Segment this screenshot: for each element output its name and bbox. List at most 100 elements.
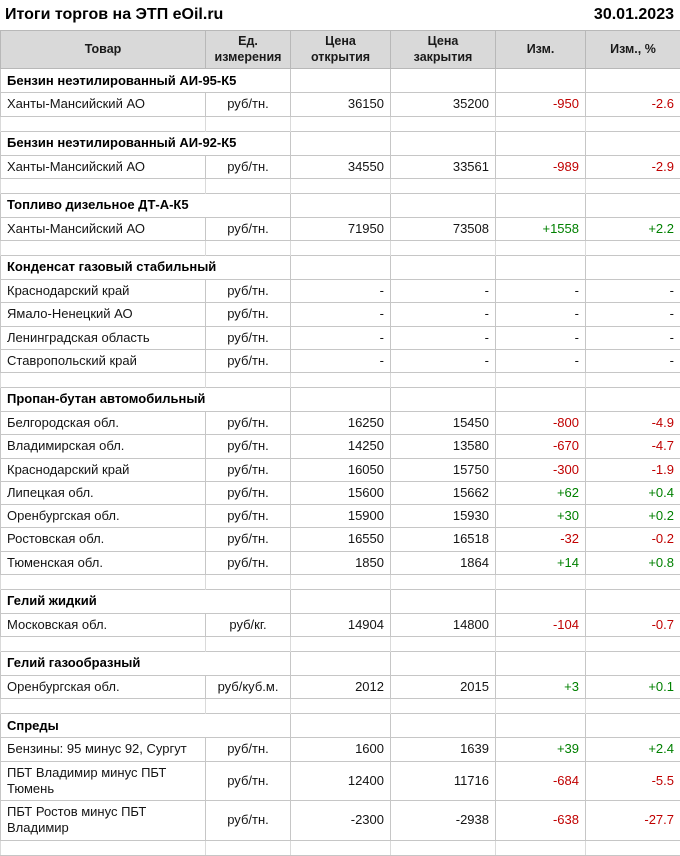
section-spacer-row: [1, 840, 680, 855]
spacer-cell: [391, 373, 496, 388]
cell-unit: руб/тн.: [206, 349, 291, 372]
cell-close: 1639: [391, 738, 496, 761]
spacer-cell: [496, 637, 586, 652]
cell-change: -684: [496, 761, 586, 801]
cell-product: Бензины: 95 минус 92, Сургут: [1, 738, 206, 761]
spacer-cell: [206, 178, 291, 193]
empty-cell: [391, 193, 496, 217]
col-header-change-pct: Изм., %: [586, 31, 680, 69]
empty-cell: [496, 652, 586, 676]
cell-unit: руб/тн.: [206, 412, 291, 435]
spacer-cell: [206, 241, 291, 256]
empty-cell: [291, 131, 391, 155]
spacer-cell: [496, 574, 586, 589]
spacer-cell: [496, 116, 586, 131]
empty-cell: [496, 69, 586, 93]
empty-cell: [496, 256, 586, 280]
cell-open: 2012: [291, 676, 391, 699]
cell-change: -989: [496, 155, 586, 178]
spacer-cell: [1, 241, 206, 256]
cell-change: -: [496, 280, 586, 303]
cell-close: 11716: [391, 761, 496, 801]
cell-change: -670: [496, 435, 586, 458]
section-spacer-row: [1, 574, 680, 589]
spacer-cell: [291, 574, 391, 589]
cell-close: 16518: [391, 528, 496, 551]
cell-product: Ленинградская область: [1, 326, 206, 349]
report-date: 30.01.2023: [594, 6, 674, 24]
empty-cell: [496, 193, 586, 217]
empty-cell: [391, 69, 496, 93]
section-spacer-row: [1, 373, 680, 388]
empty-cell: [586, 589, 680, 613]
cell-pct: -5.5: [586, 761, 680, 801]
col-header-open-price: Цена открытия: [291, 31, 391, 69]
cell-open: 16050: [291, 458, 391, 481]
empty-cell: [391, 714, 496, 738]
cell-change: -: [496, 326, 586, 349]
cell-product: Краснодарский край: [1, 458, 206, 481]
cell-open: 14904: [291, 613, 391, 636]
cell-product: Ханты-Мансийский АО: [1, 155, 206, 178]
cell-pct: -: [586, 349, 680, 372]
cell-product: Тюменская обл.: [1, 551, 206, 574]
spacer-cell: [391, 699, 496, 714]
cell-close: 15662: [391, 481, 496, 504]
cell-pct: +2.2: [586, 217, 680, 240]
cell-unit: руб/тн.: [206, 801, 291, 841]
column-header-row: Товар Ед. измерения Цена открытия Цена з…: [1, 31, 680, 69]
empty-cell: [291, 388, 391, 412]
cell-change: +1558: [496, 217, 586, 240]
empty-cell: [586, 714, 680, 738]
report-page: Итоги торгов на ЭТП eOil.ru 30.01.2023 Т…: [0, 0, 680, 828]
cell-close: 13580: [391, 435, 496, 458]
cell-unit: руб/кг.: [206, 613, 291, 636]
cell-unit: руб/тн.: [206, 528, 291, 551]
spacer-cell: [206, 637, 291, 652]
cell-open: -2300: [291, 801, 391, 841]
cell-product: Московская обл.: [1, 613, 206, 636]
spacer-cell: [291, 116, 391, 131]
spacer-cell: [291, 373, 391, 388]
cell-pct: +0.4: [586, 481, 680, 504]
spacer-cell: [291, 178, 391, 193]
cell-pct: -2.6: [586, 93, 680, 116]
cell-change: -300: [496, 458, 586, 481]
cell-unit: руб/тн.: [206, 761, 291, 801]
spacer-cell: [1, 116, 206, 131]
cell-pct: -0.7: [586, 613, 680, 636]
cell-close: -: [391, 349, 496, 372]
cell-unit: руб/куб.м.: [206, 676, 291, 699]
cell-unit: руб/тн.: [206, 551, 291, 574]
spacer-cell: [586, 637, 680, 652]
section-header-row: Бензин неэтилированный АИ-92-К5: [1, 131, 680, 155]
section-spacer-row: [1, 699, 680, 714]
spacer-cell: [206, 574, 291, 589]
cell-open: 16550: [291, 528, 391, 551]
cell-product: Ставропольский край: [1, 349, 206, 372]
empty-cell: [291, 652, 391, 676]
spacer-cell: [586, 373, 680, 388]
spacer-cell: [391, 241, 496, 256]
cell-close: 35200: [391, 93, 496, 116]
empty-cell: [586, 652, 680, 676]
section-header-row: Пропан-бутан автомобильный: [1, 388, 680, 412]
spacer-cell: [291, 637, 391, 652]
cell-close: 33561: [391, 155, 496, 178]
cell-open: 1850: [291, 551, 391, 574]
cell-unit: руб/тн.: [206, 93, 291, 116]
cell-product: Оренбургская обл.: [1, 676, 206, 699]
empty-cell: [586, 131, 680, 155]
col-header-unit: Ед. измерения: [206, 31, 291, 69]
empty-cell: [291, 193, 391, 217]
cell-pct: -: [586, 326, 680, 349]
section-spacer-row: [1, 178, 680, 193]
spacer-cell: [1, 699, 206, 714]
spacer-cell: [496, 178, 586, 193]
